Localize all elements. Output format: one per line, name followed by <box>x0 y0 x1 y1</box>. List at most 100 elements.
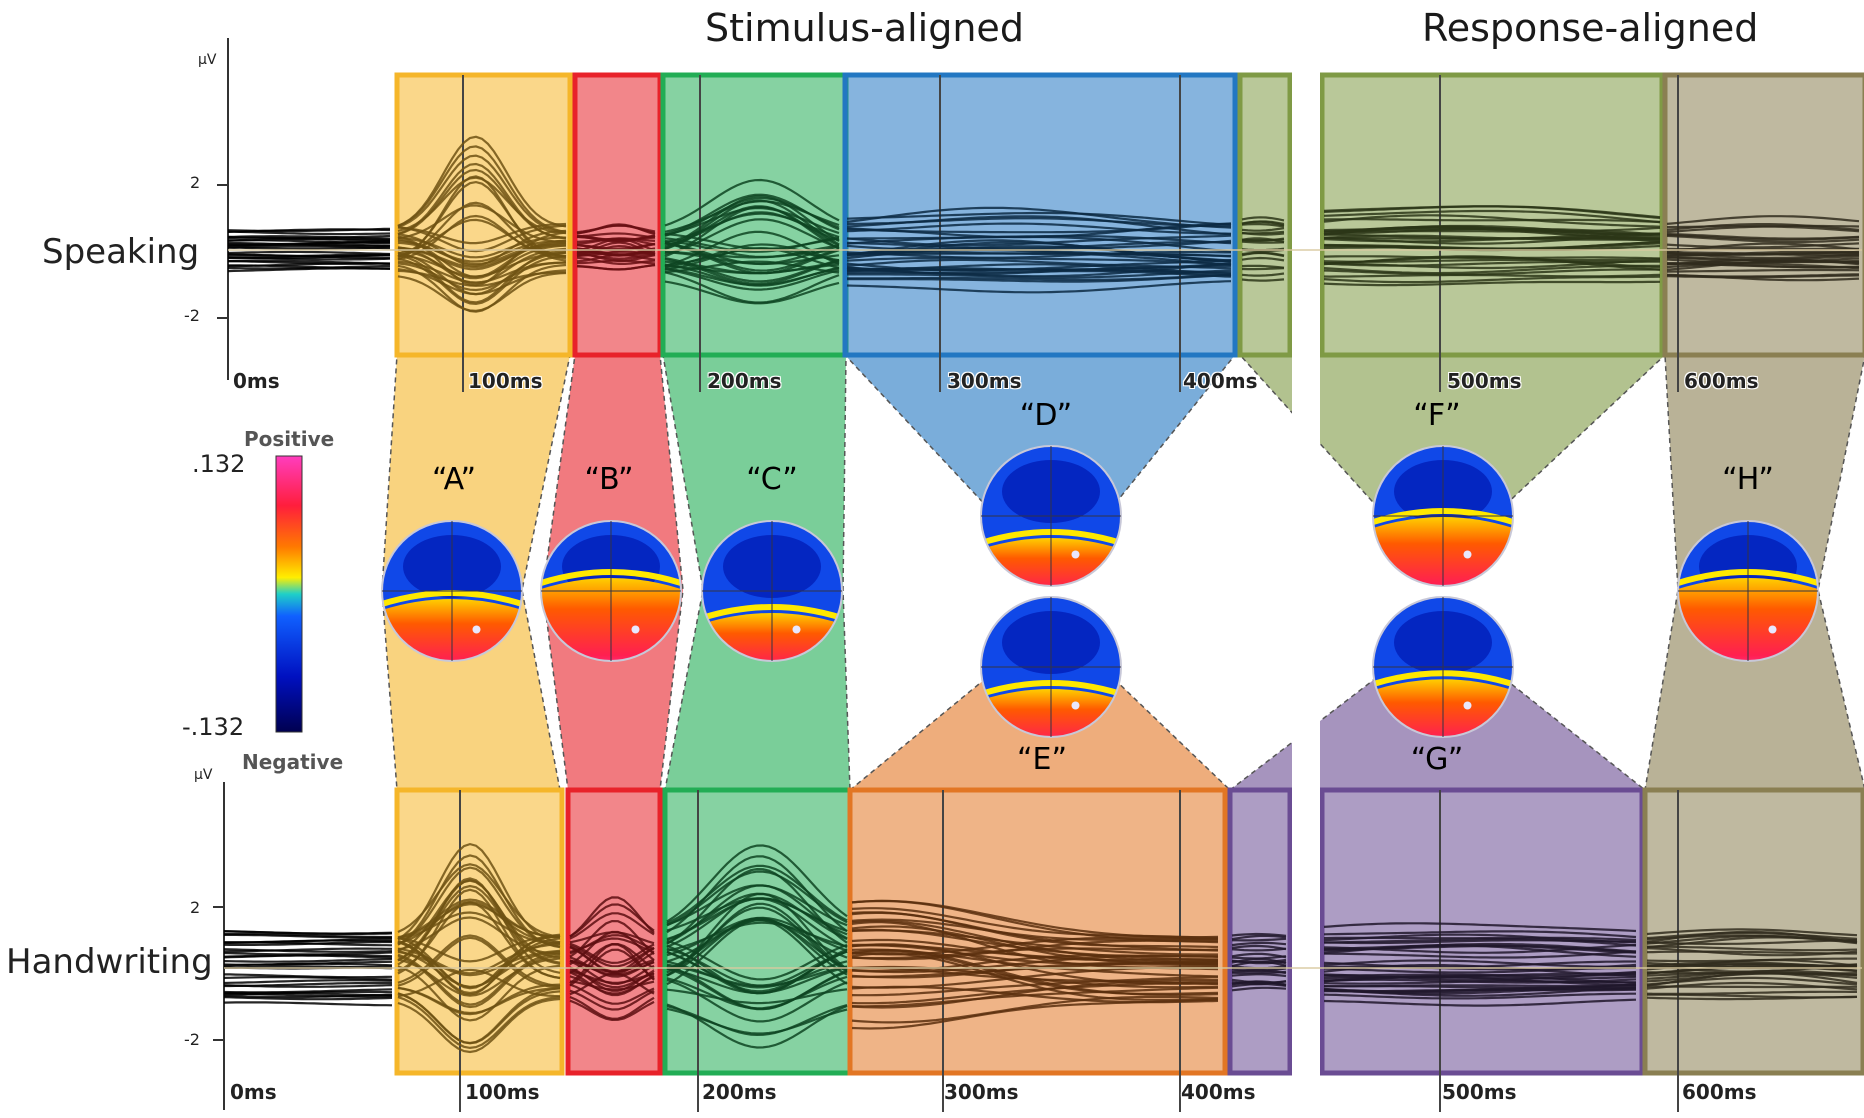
erp-trace <box>397 204 567 244</box>
erp-trace <box>228 264 390 270</box>
erp-trace <box>847 273 1232 281</box>
speaking-panel-b-1 <box>572 72 663 358</box>
scalp-map-c <box>701 520 843 662</box>
erp-trace <box>1666 258 1860 266</box>
scalp-map-a-electrode <box>472 625 481 634</box>
erp-trace <box>1323 205 1661 219</box>
erp-trace <box>1666 268 1860 273</box>
top-xtick-6: 600ms <box>1684 369 1759 393</box>
erp-trace <box>1323 264 1660 275</box>
scalp-map-g-electrode <box>1463 701 1472 710</box>
erp-trace <box>397 866 561 948</box>
erp-trace <box>1666 251 1860 260</box>
erp-trace <box>1231 932 1287 937</box>
erp-trace <box>397 898 561 939</box>
erp-trace <box>1666 215 1860 225</box>
erp-trace <box>666 967 848 1011</box>
erp-trace <box>1646 928 1858 937</box>
speaking-traces-f1 <box>1241 216 1285 282</box>
erp-trace <box>664 206 840 237</box>
erp-trace <box>1666 273 1860 278</box>
erp-trace <box>664 199 840 250</box>
erp-trace <box>846 259 1232 272</box>
erp-trace <box>1666 234 1860 244</box>
erp-trace <box>1323 922 1637 933</box>
erp-trace <box>1241 227 1285 232</box>
erp-trace <box>846 211 1232 226</box>
bottom-ytick-pos: 2 <box>190 898 201 917</box>
handwriting-panel-c-2 <box>662 787 853 1076</box>
erp-trace <box>397 255 567 306</box>
erp-trace <box>569 896 655 938</box>
erp-trace <box>666 867 848 945</box>
erp-trace <box>1231 983 1287 988</box>
erp-trace <box>223 996 393 1001</box>
erp-trace <box>397 135 567 228</box>
handwriting-traces-a <box>397 842 561 1054</box>
erp-trace <box>666 960 848 989</box>
top-xtick-3: 300ms <box>947 369 1022 393</box>
erp-trace <box>1323 938 1637 947</box>
erp-trace <box>846 252 1232 262</box>
erp-trace <box>664 211 840 247</box>
erp-trace <box>228 239 390 245</box>
erp-trace <box>1323 226 1661 233</box>
erp-trace <box>1232 937 1287 942</box>
speaking-panel-f-5 <box>1319 72 1665 358</box>
erp-trace <box>1646 950 1857 955</box>
erp-trace <box>664 243 840 269</box>
erp-trace <box>851 911 1219 952</box>
erp-trace <box>1231 934 1287 941</box>
erp-trace <box>397 954 561 1009</box>
erp-trace <box>569 989 655 1011</box>
erp-trace <box>1323 268 1661 276</box>
erp-trace <box>1241 251 1285 257</box>
erp-trace <box>1666 232 1860 240</box>
erp-trace <box>576 234 656 243</box>
erp-trace <box>223 990 393 996</box>
erp-trace <box>664 271 840 304</box>
top-ytick-neg: -2 <box>184 306 200 325</box>
speaking-traces-baseline <box>227 227 391 273</box>
bottom-xtick-6: 600ms <box>1682 1080 1757 1104</box>
erp-trace <box>1231 947 1287 952</box>
erp-trace <box>1241 267 1285 271</box>
axis-break-gap <box>1292 60 1320 1100</box>
erp-trace <box>664 178 840 227</box>
erp-trace <box>851 944 1219 967</box>
erp-trace <box>397 214 567 261</box>
erp-trace <box>846 251 1231 259</box>
speaking-traces-h <box>1666 215 1860 282</box>
erp-trace <box>569 912 655 940</box>
erp-trace <box>397 964 561 1022</box>
colorbar-positive-label: Positive <box>244 427 335 451</box>
erp-trace <box>1241 264 1285 269</box>
erp-trace <box>664 236 840 253</box>
erp-trace <box>847 269 1232 279</box>
erp-trace <box>1231 969 1287 975</box>
erp-trace <box>851 918 1219 941</box>
map-label-f: “F” <box>1413 398 1461 433</box>
erp-trace <box>397 218 567 258</box>
map-label-d: “D” <box>1019 398 1073 433</box>
erp-trace <box>1646 934 1858 945</box>
map-label-h: “H” <box>1722 462 1774 497</box>
bottom-xtick-3: 300ms <box>944 1080 1019 1104</box>
erp-trace <box>1241 272 1285 277</box>
erp-trace <box>664 267 840 291</box>
erp-trace <box>1231 978 1287 984</box>
erp-trace <box>1323 214 1661 228</box>
top-xtick-4: 400ms <box>1183 369 1258 393</box>
scalp-map-d <box>980 445 1122 587</box>
response-aligned-header: Response-aligned <box>1422 6 1759 50</box>
erp-trace <box>1241 237 1285 244</box>
speaking-panel-a-0 <box>394 72 573 358</box>
erp-trace <box>1324 983 1637 989</box>
erp-trace <box>666 864 848 925</box>
erp-trace <box>666 884 848 927</box>
erp-trace <box>851 947 1219 960</box>
erp-trace <box>664 242 840 275</box>
speaking-row-label: Speaking <box>42 232 200 272</box>
erp-trace <box>223 954 393 959</box>
erp-trace <box>1323 209 1661 224</box>
